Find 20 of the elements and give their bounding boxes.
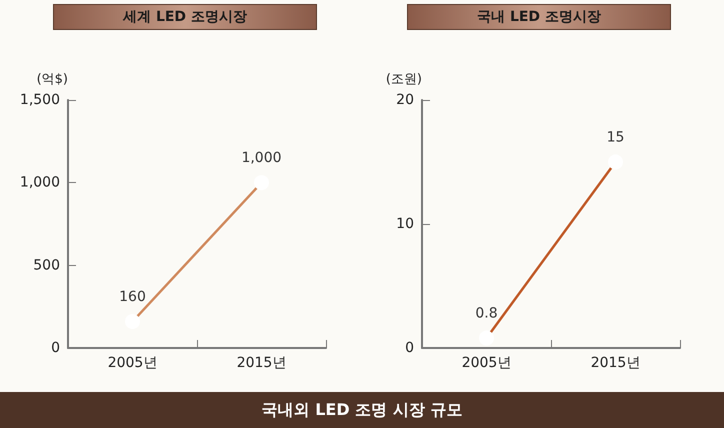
data-label: 0.8 [475, 306, 498, 322]
chart-title: 세계 LED 조명시장 [122, 9, 247, 25]
text: 국내외 LED 조명 시장 규모 [0, 392, 724, 428]
y-axis-title: (억$) [36, 72, 68, 87]
y-tick-label: 0 [405, 340, 414, 356]
x-tick-label: 2015년 [590, 355, 640, 371]
data-label: 1,000 [241, 150, 282, 166]
y-tick-label: 1,500 [20, 92, 60, 108]
y-tick-label: 10 [396, 216, 414, 232]
data-label: 160 [119, 289, 146, 306]
data-label: 15 [606, 130, 624, 146]
y-tick-label: 20 [396, 92, 414, 108]
y-tick-label: 500 [33, 257, 60, 274]
x-tick-label: 2005년 [108, 355, 158, 371]
y-axis-title: (조원) [386, 72, 422, 87]
x-tick-label: 2015년 [236, 355, 286, 371]
y-tick-label: 0 [51, 340, 60, 356]
y-tick-label: 1,000 [20, 174, 60, 191]
chart-title: 국내 LED 조명시장 [477, 9, 601, 25]
x-tick-label: 2005년 [462, 355, 512, 371]
